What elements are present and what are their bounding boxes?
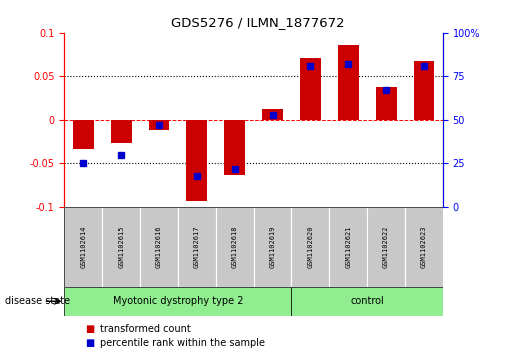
- Text: transformed count: transformed count: [100, 323, 191, 334]
- Text: percentile rank within the sample: percentile rank within the sample: [100, 338, 265, 348]
- Text: GSM1102621: GSM1102621: [345, 225, 351, 268]
- Text: GSM1102616: GSM1102616: [156, 225, 162, 268]
- Bar: [405, 207, 443, 287]
- Bar: [178, 207, 216, 287]
- Bar: [111, 120, 131, 143]
- Text: ■: ■: [85, 338, 94, 348]
- Text: GSM1102623: GSM1102623: [421, 225, 427, 268]
- Bar: [253, 207, 291, 287]
- Bar: [140, 207, 178, 287]
- Bar: [291, 207, 330, 287]
- Text: GSM1102620: GSM1102620: [307, 225, 314, 268]
- Bar: [291, 287, 443, 316]
- Bar: [73, 120, 94, 148]
- Bar: [262, 109, 283, 120]
- Bar: [338, 45, 358, 120]
- Text: GDS5276 / ILMN_1877672: GDS5276 / ILMN_1877672: [170, 16, 345, 29]
- Text: GSM1102618: GSM1102618: [232, 225, 238, 268]
- Text: control: control: [350, 296, 384, 306]
- Bar: [149, 120, 169, 130]
- Bar: [102, 207, 140, 287]
- Bar: [64, 287, 291, 316]
- Text: ■: ■: [85, 323, 94, 334]
- Bar: [376, 87, 397, 120]
- Bar: [300, 58, 321, 120]
- Bar: [330, 207, 367, 287]
- Text: GSM1102615: GSM1102615: [118, 225, 124, 268]
- Bar: [367, 207, 405, 287]
- Text: GSM1102619: GSM1102619: [269, 225, 276, 268]
- Text: disease state: disease state: [5, 296, 70, 306]
- Bar: [414, 61, 434, 120]
- Text: GSM1102614: GSM1102614: [80, 225, 87, 268]
- Bar: [64, 207, 102, 287]
- Text: GSM1102617: GSM1102617: [194, 225, 200, 268]
- Text: GSM1102622: GSM1102622: [383, 225, 389, 268]
- Bar: [186, 120, 207, 201]
- Bar: [225, 120, 245, 175]
- Bar: [216, 207, 253, 287]
- Text: Myotonic dystrophy type 2: Myotonic dystrophy type 2: [113, 296, 243, 306]
